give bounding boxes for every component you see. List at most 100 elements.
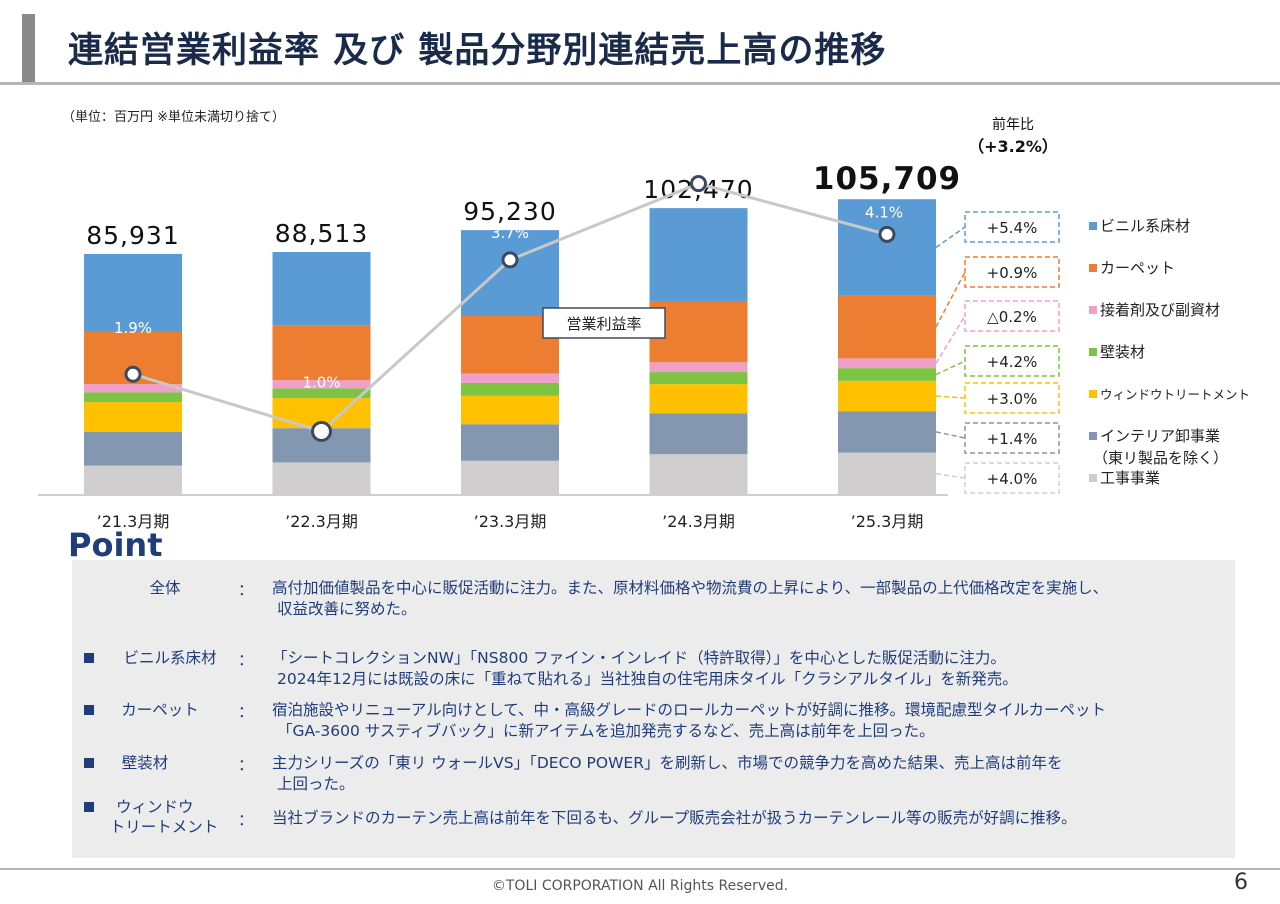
bar-segment <box>838 368 936 381</box>
x-tick-label: ’25.3月期 <box>851 512 924 531</box>
margin-callout-label: 営業利益率 <box>566 315 641 333</box>
point-category-carpet: カーペット <box>121 701 199 719</box>
point-text-wallcovering: 主力シリーズの「東リ ウォールVS」「DECO POWER」を刷新し、市場での競… <box>272 753 1222 795</box>
yoy-box <box>964 462 1060 494</box>
point-colon: ： <box>238 811 254 829</box>
bar-segment <box>838 199 936 296</box>
yoy-connector <box>935 473 966 479</box>
bar-segment <box>84 384 182 393</box>
point-line: 当社ブランドのカーテン売上高は前年を下回るも、グループ販売会社が扱うカーテンレー… <box>272 809 1077 827</box>
margin-point <box>501 251 519 269</box>
legend-label: 工事事業 <box>1100 469 1160 487</box>
bar-total-label: 88,513 <box>275 219 368 248</box>
bar-total-label: 85,931 <box>86 221 179 250</box>
yoy-header: 前年比 <box>992 116 1034 133</box>
legend-swatch <box>1089 306 1097 314</box>
yoy-value: +0.9% <box>987 264 1038 282</box>
legend-label: 壁装材 <box>1100 343 1145 361</box>
yoy-value: +4.2% <box>987 353 1038 371</box>
legend-swatch <box>1089 390 1097 398</box>
point-line: 2024年12月には既設の床に「重ねて貼れる」当社独自の住宅用床タイル「クラシア… <box>277 670 1018 688</box>
point-line: 「シートコレクションNW」「NS800 ファイン・インレイド（特許取得）」を中心… <box>272 649 1006 667</box>
yoy-box <box>964 256 1060 288</box>
yoy-value: △0.2% <box>987 308 1037 326</box>
bullet-icon <box>84 705 94 715</box>
point-colon: ： <box>238 756 254 774</box>
point-category-window: ウィンドウ トリートメント <box>109 798 219 836</box>
bar-segment <box>272 462 371 495</box>
yoy-box <box>964 300 1060 332</box>
bar-segment <box>649 413 748 455</box>
yoy-connector <box>935 431 966 439</box>
x-tick-label: ’22.3月期 <box>285 512 358 531</box>
bar-segment <box>838 295 936 359</box>
yoy-value: +5.4% <box>987 219 1038 237</box>
yoy-value: +3.0% <box>987 390 1038 408</box>
bar-segment <box>272 388 371 399</box>
legend-label: 接着剤及び副資材 <box>1100 301 1220 319</box>
bullet-icon <box>84 653 94 663</box>
sales-chart: 85,931 ’21.3月期 88,513 ’22.3月期 95,230 ’23.3月期 1… <box>38 116 1250 531</box>
legend-label: ビニル系床材 <box>1100 217 1190 235</box>
margin-point <box>124 365 142 383</box>
bar-segment <box>461 373 559 383</box>
margin-data-label: 3.7% <box>491 224 529 242</box>
title-divider <box>0 82 1280 85</box>
bar-segment <box>272 325 371 381</box>
margin-point <box>690 175 707 193</box>
point-panel <box>72 560 1235 858</box>
yoy-value: +4.0% <box>987 470 1038 488</box>
point-line: 高付加価値製品を中心に販促活動に注力。また、原材料価格や物流費の上昇により、一部… <box>272 579 1109 597</box>
legend-swatch <box>1089 222 1097 230</box>
bar-segment <box>461 424 559 461</box>
legend-swatch <box>1089 432 1097 440</box>
page-title: 連結営業利益率 及び 製品分野別連結売上高の推移 <box>68 31 887 71</box>
bar-segment <box>84 431 182 466</box>
point-colon: ： <box>238 581 254 599</box>
margin-point <box>311 420 332 442</box>
point-colon: ： <box>238 703 254 721</box>
point-colon: ： <box>238 651 254 669</box>
bar-segment <box>84 253 182 332</box>
yoy-box <box>964 422 1060 454</box>
legend-label: （東リ製品を除く） <box>1093 449 1228 467</box>
legend-swatch <box>1089 348 1097 356</box>
bar-segment <box>84 465 182 495</box>
yoy-connector <box>935 226 966 249</box>
bar-segment <box>461 382 559 396</box>
unit-note: （単位：百万円 ※単位未満切り捨て） <box>62 110 286 125</box>
legend-label: インテリア卸事業 <box>1100 427 1220 445</box>
yoy-value: +1.4% <box>987 430 1038 448</box>
bullet-icon <box>84 802 94 812</box>
bar-segment <box>649 372 748 385</box>
point-text-window: 当社ブランドのカーテン売上高は前年を下回るも、グループ販売会社が扱うカーテンレー… <box>272 808 1222 829</box>
margin-callout-box <box>542 307 666 339</box>
bar-segment <box>838 411 936 453</box>
point-text-overall: 高付加価値製品を中心に販促活動に注力。また、原材料価格や物流費の上昇により、一部… <box>272 578 1222 620</box>
bar-segment <box>461 460 559 495</box>
bar-segment <box>272 380 371 389</box>
point-text-carpet: 宿泊施設やリニューアル向けとして、中・高級グレードのロールカーペットが好調に推移… <box>272 700 1222 742</box>
yoy-connector <box>935 360 966 376</box>
x-tick-label: ’21.3月期 <box>97 512 170 531</box>
x-tick-label: ’24.3月期 <box>662 512 735 531</box>
bar-total-label: 95,230 <box>463 197 556 226</box>
point-line: 宿泊施設やリニューアル向けとして、中・高級グレードのロールカーペットが好調に推移… <box>272 701 1107 719</box>
yoy-connector <box>935 315 966 364</box>
bar-segment <box>461 395 559 425</box>
margin-point <box>878 225 896 243</box>
point-category-vinyl: ビニル系床材 <box>123 649 217 667</box>
point-text-vinyl: 「シートコレクションNW」「NS800 ファイン・インレイド（特許取得）」を中心… <box>272 648 1222 690</box>
point-category-overall: 全体 <box>149 579 181 597</box>
bar-segment <box>838 358 936 369</box>
bar-segment <box>461 230 559 316</box>
legend-label: カーペット <box>1100 259 1175 277</box>
yoy-connector <box>935 395 966 399</box>
point-heading: Point <box>68 526 163 564</box>
yoy-total: （+3.2%） <box>968 137 1058 156</box>
bar-segment <box>838 380 936 412</box>
yoy-connector <box>935 271 966 328</box>
margin-data-label: 4.1% <box>865 203 903 221</box>
x-tick-label: ’23.3月期 <box>474 512 547 531</box>
title-accent-bar <box>22 14 35 82</box>
